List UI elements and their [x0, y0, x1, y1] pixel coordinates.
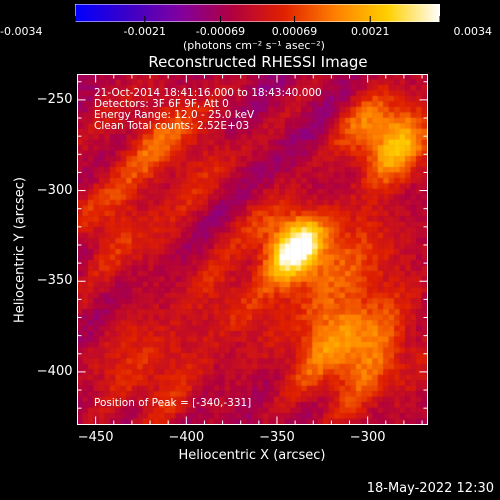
info-line-time: 21-Oct-2014 18:41:16.000 to 18:43:40.000: [94, 87, 322, 99]
colorbar-tick-label: -0.0021: [123, 25, 166, 38]
info-line-energy: Energy Range: 12.0 - 25.0 keV: [94, 109, 255, 121]
x-tick-label: −450: [77, 430, 114, 445]
colorbar-unit-label: (photons cm⁻² s⁻¹ asec⁻²): [183, 39, 325, 52]
heatmap-image: [77, 74, 427, 424]
colorbar-tick-label: 0.0021: [350, 25, 390, 38]
y-tick-label: −400: [36, 363, 73, 379]
y-axis-title: Heliocentric Y (arcsec): [12, 177, 28, 323]
peak-position-label: Position of Peak = [-340,-331]: [94, 397, 252, 409]
colorbar-tick-label: 0.0034: [453, 25, 493, 38]
info-block: 21-Oct-2014 18:41:16.000 to 18:43:40.000…: [94, 88, 322, 132]
plot-title: Reconstructed RHESSI Image: [148, 53, 368, 71]
colorbar-gradient: [75, 4, 440, 22]
x-axis-title: Heliocentric X (arcsec): [178, 448, 326, 463]
colorbar-tick-label: -0.0034: [0, 25, 43, 38]
x-tick-label: −400: [168, 430, 205, 445]
y-tick-label: −250: [36, 91, 73, 107]
footer-timestamp: 18-May-2022 12:30: [366, 481, 494, 496]
plot-frame: [77, 74, 428, 425]
x-tick-label: −350: [259, 430, 295, 445]
info-line-counts: Clean Total counts: 2.52E+03: [94, 120, 250, 132]
y-tick-label: −350: [36, 273, 73, 289]
info-line-detectors: Detectors: 3F 6F 9F, Att 0: [94, 98, 229, 110]
colorbar: [75, 4, 440, 22]
x-tick-label: −300: [349, 430, 386, 445]
colorbar-tick-label: 0.00069: [271, 25, 318, 38]
y-tick-label: −300: [36, 182, 73, 198]
colorbar-tick-label: -0.00069: [195, 25, 246, 38]
